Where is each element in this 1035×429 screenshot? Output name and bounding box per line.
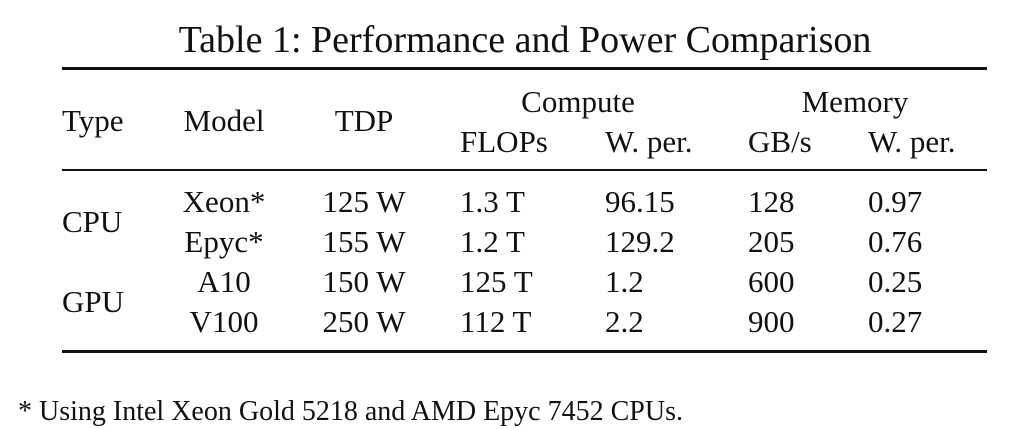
cell-compute-wper: 96.15 [605, 184, 675, 219]
header-type: Type [62, 103, 124, 138]
cell-model: V100 [189, 304, 259, 339]
cell-compute-wper: 129.2 [605, 224, 675, 259]
cell-model: Epyc* [184, 224, 264, 259]
table-caption: Table 1: Performance and Power Compariso… [178, 19, 872, 61]
header-tdp: TDP [334, 103, 394, 138]
cell-tdp: 250 W [322, 304, 406, 339]
cell-flops: 125 T [460, 264, 533, 299]
header-compute-group: Compute [521, 84, 635, 119]
cell-gbs: 205 [748, 224, 795, 259]
cell-flops: 112 T [460, 304, 532, 339]
cell-tdp: 125 W [322, 184, 406, 219]
cell-compute-wper: 2.2 [605, 304, 644, 339]
cell-compute-wper: 1.2 [605, 264, 644, 299]
cell-model: Xeon* [182, 184, 266, 219]
cell-tdp: 155 W [322, 224, 406, 259]
group-label-cpu: CPU [62, 204, 123, 239]
cell-flops: 1.3 T [460, 184, 525, 219]
cell-gbs: 900 [748, 304, 795, 339]
bottom-rule [62, 350, 987, 353]
cell-gbs: 600 [748, 264, 795, 299]
footnote: * Using Intel Xeon Gold 5218 and AMD Epy… [18, 396, 683, 427]
header-model: Model [183, 103, 265, 138]
cell-tdp: 150 W [322, 264, 406, 299]
group-label-gpu: GPU [62, 284, 125, 319]
cell-memory-wper: 0.25 [868, 264, 923, 299]
header-memory-group: Memory [801, 84, 909, 119]
header-rule [62, 169, 987, 171]
cell-memory-wper: 0.97 [868, 184, 923, 219]
cell-model: A10 [197, 264, 251, 299]
header-compute-wper: W. per. [605, 124, 693, 159]
cell-memory-wper: 0.76 [868, 224, 923, 259]
cell-gbs: 128 [748, 184, 795, 219]
header-compute-flops: FLOPs [460, 124, 548, 159]
header-memory-wper: W. per. [868, 124, 956, 159]
cell-memory-wper: 0.27 [868, 304, 923, 339]
top-rule [62, 67, 987, 70]
cell-flops: 1.2 T [460, 224, 525, 259]
header-memory-gbs: GB/s [748, 124, 812, 159]
